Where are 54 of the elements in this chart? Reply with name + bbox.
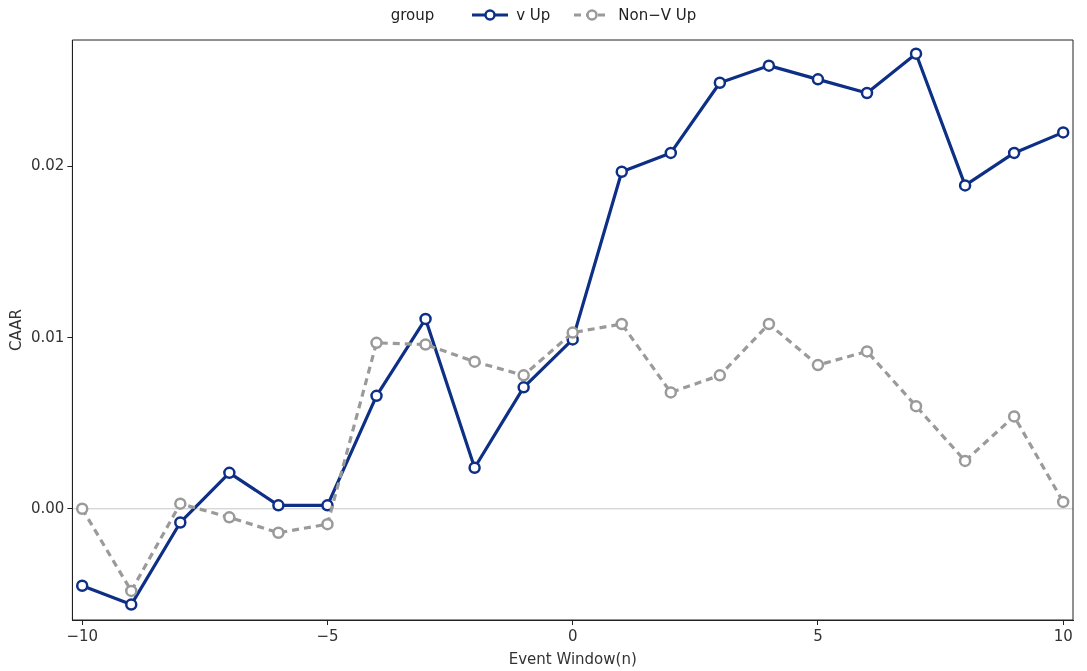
point [272, 526, 285, 539]
y-axis-title: CAAR [6, 309, 25, 351]
point [174, 497, 187, 510]
x-tick-label: −5 [316, 626, 339, 645]
legend-title: group [390, 6, 435, 24]
point [860, 86, 874, 100]
point [1007, 410, 1021, 423]
legend-label: Non−V Up [618, 6, 697, 24]
point [811, 73, 825, 86]
x-tick-label: −10 [66, 626, 99, 645]
point [664, 386, 678, 399]
point [174, 516, 187, 529]
point [762, 317, 776, 331]
point [321, 499, 334, 512]
point [419, 312, 432, 326]
point [272, 499, 285, 512]
point [223, 466, 236, 480]
point [713, 76, 727, 90]
point [370, 389, 383, 403]
point [517, 369, 530, 382]
point [811, 358, 825, 372]
point [664, 146, 678, 160]
point [468, 461, 481, 474]
x-tick-label: 5 [813, 626, 823, 645]
point [860, 345, 874, 358]
x-axis-title: Event Window(n) [508, 649, 637, 668]
point [419, 338, 432, 351]
point [125, 598, 138, 611]
point [75, 579, 89, 593]
point [1056, 126, 1070, 139]
point [615, 165, 628, 178]
x-tick-label: 10 [1053, 626, 1073, 645]
point [909, 399, 923, 413]
point [468, 355, 481, 368]
point [321, 517, 334, 531]
legend-label: v Up [516, 6, 551, 24]
point [1056, 495, 1070, 509]
point [223, 511, 236, 524]
point [713, 369, 727, 382]
y-tick-label: 0.00 [30, 498, 65, 517]
y-tick-label: 0.01 [30, 327, 65, 346]
point [762, 59, 776, 72]
point [958, 179, 972, 192]
x-tick-label: 0 [567, 626, 578, 645]
point [75, 502, 89, 516]
point [615, 317, 628, 331]
point [517, 381, 530, 394]
point [909, 47, 923, 60]
point [958, 454, 972, 468]
y-tick-label: 0.02 [30, 156, 65, 175]
point [125, 584, 138, 598]
point [370, 336, 383, 350]
point [1007, 146, 1021, 160]
point [566, 326, 579, 339]
